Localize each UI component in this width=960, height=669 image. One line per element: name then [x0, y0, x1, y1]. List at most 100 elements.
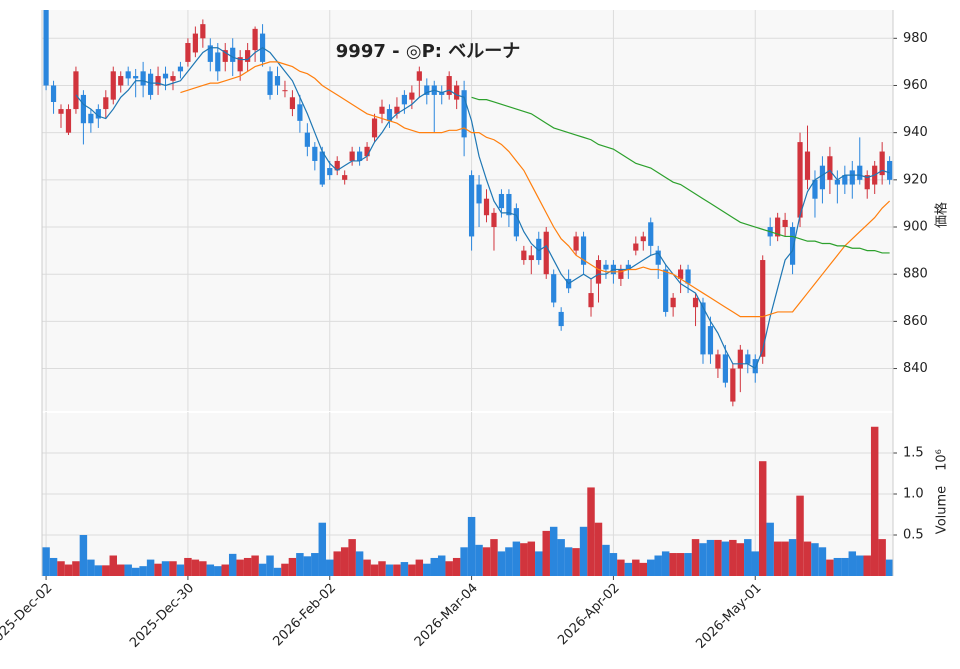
candle-body [819, 165, 826, 190]
moving-average-line [180, 61, 891, 318]
volume-tick-label: 0.5 [903, 528, 924, 543]
volume-bar [773, 541, 782, 576]
candle-body [722, 354, 728, 383]
y-tick-label: 900 [903, 220, 928, 235]
moving-average-line [75, 47, 890, 370]
candle-body [371, 118, 378, 138]
volume-bar [393, 564, 401, 576]
volume-bar [64, 564, 73, 576]
volume-bar [594, 522, 603, 576]
candle-body [73, 71, 79, 110]
volume-bar [348, 539, 356, 576]
volume-bar [311, 553, 319, 576]
x-tick-label: 2026-Apr-02 [555, 581, 622, 648]
y-tick-label: 860 [903, 314, 928, 329]
volume-bar [378, 561, 386, 576]
volume-bar [146, 559, 155, 576]
candle-body [95, 109, 101, 119]
volume-bar [654, 555, 662, 576]
candle-body [857, 165, 863, 180]
volume-bar [512, 541, 521, 576]
volume-bar [856, 555, 864, 576]
candle-body [133, 76, 139, 79]
candle-body [513, 208, 519, 237]
chart-title: 9997 - ◎P: ベルーナ [336, 41, 520, 62]
candle-body [543, 231, 549, 275]
volume-bar [751, 551, 759, 576]
volume-bar [579, 526, 588, 576]
candle-body [595, 260, 602, 284]
candle-body [289, 97, 296, 110]
volume-bar [415, 559, 424, 576]
candle-body [43, 10, 49, 86]
candle-body [663, 269, 669, 312]
volume-bar [661, 551, 670, 576]
volume-axis-label: Volume [935, 486, 950, 534]
volume-bar [482, 547, 491, 576]
candle-body [416, 71, 422, 81]
volume-bar [214, 566, 222, 576]
marks [42, 10, 894, 576]
volume-bar [848, 551, 857, 576]
candle-body [297, 104, 303, 121]
candle-body [192, 33, 198, 53]
candle-body [633, 243, 639, 251]
volume-bar [564, 547, 573, 576]
candle-body [573, 236, 579, 251]
volume-bar [885, 559, 894, 576]
volume-bar [251, 555, 259, 576]
volume-bar [445, 561, 453, 576]
volume-bar [818, 547, 827, 576]
candle-body [879, 151, 885, 176]
y-tick-label: 980 [903, 31, 928, 46]
candle-body [267, 71, 273, 95]
volume-bar [42, 547, 50, 576]
candle-body [745, 354, 751, 364]
volume-bar [497, 551, 506, 576]
volume-bar [460, 547, 468, 576]
volume-bar [400, 562, 409, 576]
candle-body [476, 184, 482, 204]
volume-bar [527, 541, 536, 576]
volume-bar [572, 548, 580, 576]
volume-bar [94, 565, 103, 576]
volume-bar [490, 539, 498, 576]
candle-body [782, 219, 788, 228]
volume-bar [505, 547, 513, 576]
candle-body [730, 368, 736, 402]
volume-bar [221, 564, 229, 576]
candle-body [409, 92, 415, 100]
volume-bar [288, 557, 297, 576]
volume-bar [296, 553, 304, 576]
volume-bar [273, 567, 282, 576]
y-tick-label: 880 [903, 267, 928, 282]
candle-body [274, 76, 281, 86]
volume-bar [191, 559, 200, 576]
candle-body [312, 146, 318, 161]
candle-body [849, 170, 855, 185]
candle-body [580, 236, 587, 265]
volume-bar [878, 539, 886, 576]
candle-body [394, 106, 400, 114]
volume-bar [669, 553, 677, 576]
volume-axis-offset: 10⁶ [935, 449, 950, 471]
candle-body [887, 160, 893, 180]
candle-body [506, 193, 512, 216]
volume-bar [184, 557, 192, 576]
volume-bar [676, 553, 685, 576]
candle-body [812, 179, 818, 199]
volume-bar [79, 535, 88, 576]
candle-body [483, 198, 490, 216]
volume-bar [632, 559, 640, 576]
volume-bar [467, 516, 476, 576]
volume-bar [109, 555, 117, 576]
volume-bar [624, 562, 633, 576]
volume-bar [714, 539, 722, 576]
candle-body [222, 50, 228, 62]
volume-bar [281, 563, 289, 576]
candle-body [125, 71, 131, 79]
volume-bar [736, 543, 745, 576]
candle-body [655, 250, 661, 265]
candle-body [155, 76, 161, 86]
candle-body [342, 175, 348, 180]
